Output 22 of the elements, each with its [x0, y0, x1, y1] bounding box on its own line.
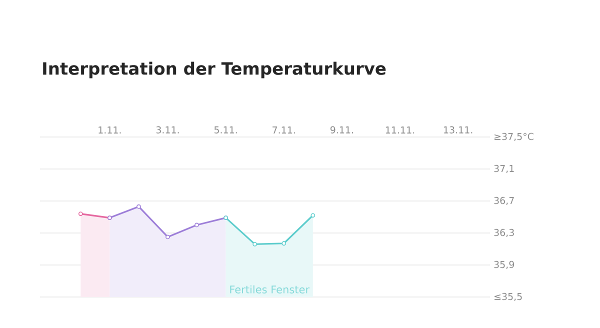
x-tick-label: 11.11.: [386, 126, 414, 134]
y-tick-label: ≥37,5°C: [494, 132, 534, 142]
point: [252, 242, 258, 246]
x-tick-label: 13.11.: [444, 126, 472, 134]
x-tick-label: 9.11.: [330, 126, 353, 134]
point: [78, 212, 83, 216]
y-tick-label: 36,7: [494, 196, 514, 206]
y-tick-label: ≤35,5: [494, 292, 522, 302]
point: [194, 222, 199, 228]
y-tick-label: 35,9: [494, 260, 514, 270]
y-tick-label: 36,3: [494, 228, 514, 238]
x-tick-label: 1.11.: [98, 126, 121, 134]
point: [136, 204, 141, 209]
x-tick-label: 3.11.: [156, 126, 179, 134]
y-tick-label: 37,1: [494, 164, 514, 174]
x-tick-label: 5.11.: [214, 126, 237, 134]
point: [310, 213, 316, 218]
series-label: Fertiles Fenster: [230, 285, 310, 294]
x-tick-label: 7.11.: [272, 126, 295, 134]
point: [282, 241, 286, 246]
point: [166, 234, 170, 240]
chart-title: Interpretation der Temperaturkurve: [43, 62, 386, 78]
